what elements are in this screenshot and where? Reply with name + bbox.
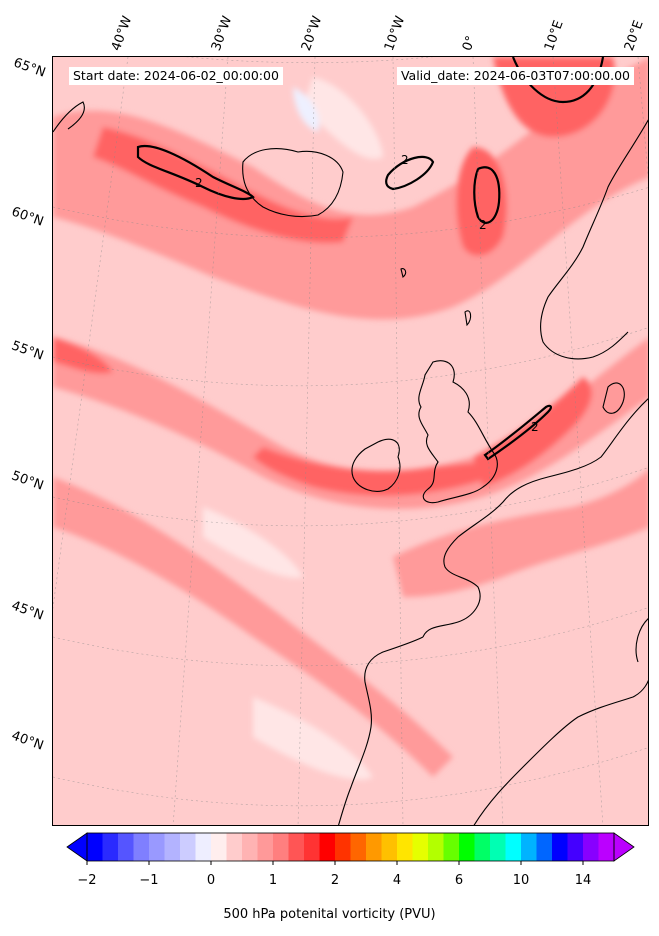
pv-negative-patch [293,87,320,132]
colorbar-cell [87,833,103,861]
colorbar-cell [257,833,274,861]
contour-label: 2 [401,153,409,167]
lat-label-55n: 55°N [9,338,46,364]
lon-label-0: 0° [459,33,480,53]
colorbar-cell [211,833,227,861]
contour-label: 2 [195,176,203,190]
colorbar-cell [397,833,413,861]
pv-low-central [203,507,303,578]
colorbar-cell [195,833,212,861]
lon-label-40w: 40°W [108,14,136,53]
colorbar-cell [381,833,398,861]
pv-contour-north-sea-west [385,155,435,191]
colorbar-tick-label: 14 [575,873,592,888]
colorbar-tick-label: −2 [77,873,96,888]
colorbar-cell [521,833,537,861]
colorbar-tick-label: 2 [331,873,339,888]
colorbar-cell [226,833,243,861]
colorbar-tick-label: −1 [139,873,158,888]
coastlines [53,101,648,825]
colorbar-cell [366,833,382,861]
coast-greenland [53,101,85,133]
coast-norway [539,119,648,360]
lon-label-20w: 20°W [298,14,326,53]
coast-great-britain [418,360,498,504]
colorbar-cell [583,833,599,861]
coast-ireland [351,438,401,492]
potential-vorticity-field: 2 2 2 2 [53,57,648,825]
colorbar-cell [273,833,289,861]
coast-iceland [242,148,344,218]
lat-label-45n: 45°N [9,598,46,624]
start-date-label: Start date: 2024-06-02_00:00:00 [69,67,283,85]
coast-italy [635,618,648,663]
colorbar-cell [412,833,429,861]
colorbar: −2 −1 0 1 2 4 6 10 14 [66,832,635,888]
pv-contour-iceland [136,144,255,201]
colorbar-cells [87,833,615,861]
colorbar-cell [598,833,615,861]
coast-denmark [602,382,625,414]
colorbar-tick-label: 0 [207,873,215,888]
contour-label: 2 [479,218,487,232]
colorbar-cell [319,833,336,861]
coast-faroe [400,268,407,278]
pv-contour-channel [483,404,552,461]
colorbar-under-arrow [66,832,88,862]
lat-label-60n: 60°N [9,204,46,230]
graticule-lines [53,57,648,825]
pv-band-north-atlantic [53,58,648,320]
colorbar-cell [490,833,506,861]
pv-band-iberia [393,469,648,597]
colorbar-cell [350,833,367,861]
lat-label-50n: 50°N [9,468,46,494]
contour-label: 2 [531,420,539,434]
colorbar-outline [86,832,615,862]
valid-date-label: Valid_date: 2024-06-03T07:00:00.00 [396,67,634,85]
colorbar-cell [102,833,119,861]
pv-band-channel [473,377,592,487]
colorbar-tick-label: 1 [269,873,277,888]
colorbar-cell [118,833,134,861]
colorbar-tick-label: 6 [455,873,463,888]
colorbar-cell [335,833,351,861]
colorbar-cell [164,833,181,861]
colorbar-tick-label: 10 [513,873,530,888]
coast-iberia [338,636,424,825]
colorbar-cell [474,833,491,861]
lat-label-40n: 40°N [9,728,46,754]
colorbar-cell [288,833,305,861]
lat-label-65n: 65°N [11,55,48,81]
lon-label-10e: 10°E [541,18,567,53]
coast-continent [422,398,648,638]
colorbar-cell [505,833,522,861]
colorbar-cell [304,833,320,861]
lon-label-20e: 20°E [621,18,647,53]
pv-band-southwest [53,477,453,777]
colorbar-cell [443,833,460,861]
colorbar-tick-label: 4 [393,873,401,888]
lon-label-30w: 30°W [208,14,236,53]
map-panel: 2 2 2 2 [52,56,649,826]
lon-label-10w: 10°W [381,14,409,53]
pv-band-iceland [93,127,353,243]
colorbar-cell [180,833,196,861]
pv-low-north [303,77,383,159]
colorbar-cell [459,833,475,861]
colorbar-cell [567,833,584,861]
colorbar-cell [133,833,150,861]
colorbar-ticks: −2 −1 0 1 2 4 6 10 14 [77,861,591,888]
colorbar-cell [149,833,165,861]
pv-patch-west [53,337,113,374]
coast-mediterranean [473,679,648,825]
colorbar-cell [536,833,553,861]
colorbar-over-arrow [613,832,635,862]
pv-contour-north-sea-east [473,166,501,224]
colorbar-label: 500 hPa potenital vorticity (PVU) [223,907,436,922]
coast-shetland [464,310,472,327]
colorbar-cell [428,833,444,861]
colorbar-cell [242,833,258,861]
pv-low-south [253,697,373,780]
colorbar-cell [552,833,568,861]
